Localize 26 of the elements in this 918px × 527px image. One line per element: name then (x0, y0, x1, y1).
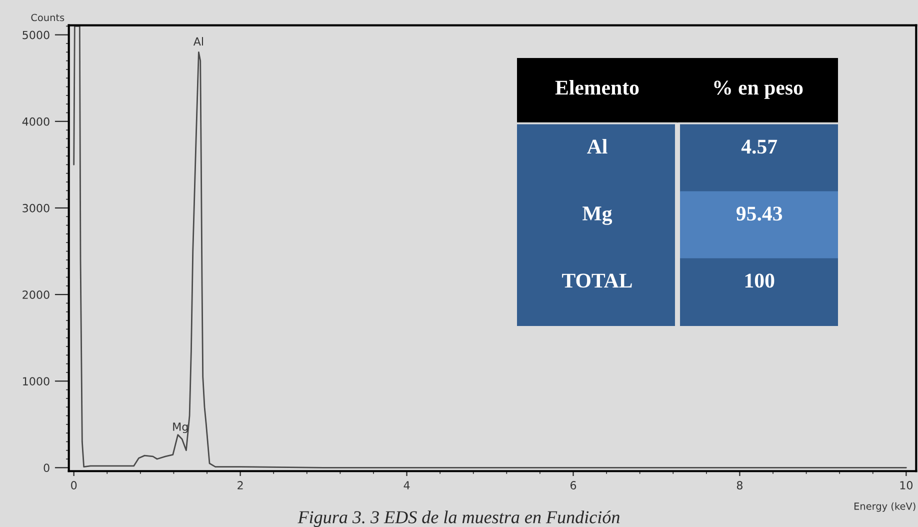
y-tick-label: 0 (44, 464, 50, 472)
x-tick-label: 0 (71, 481, 77, 490)
text: 100 (745, 274, 774, 288)
x-tick-label: 4 (404, 481, 410, 490)
x-tick-label: 8 (736, 481, 742, 490)
y-tick-label: 3000 (22, 204, 50, 212)
x-tick-label: 6 (570, 481, 576, 490)
y-tick-label: 4000 (22, 117, 50, 126)
y-tick-label: 5000 (22, 30, 50, 40)
x-axis-title: Energy (keV) (854, 502, 916, 512)
annotation: Al (193, 37, 203, 46)
text: 95.43 (736, 206, 782, 221)
y-tick-label: 1000 (23, 377, 50, 386)
category-label: TOTAL (562, 274, 632, 288)
x-tick-label: 2 (238, 481, 243, 490)
category-label: % en peso (714, 80, 803, 99)
y-tick-label: 2000 (22, 290, 50, 299)
text: 4.57 (741, 140, 778, 154)
category-label: Al (587, 139, 608, 154)
y-axis-title: Counts (31, 14, 64, 22)
x-tick-label: 10 (900, 481, 913, 490)
category-label: Elemento (555, 80, 639, 95)
category-label: Mg (582, 206, 612, 225)
text: Figura 3. 3 EDS de la muestra en Fundición (298, 510, 620, 527)
annotation: Mg (173, 422, 188, 434)
line-series (73, 25, 907, 468)
